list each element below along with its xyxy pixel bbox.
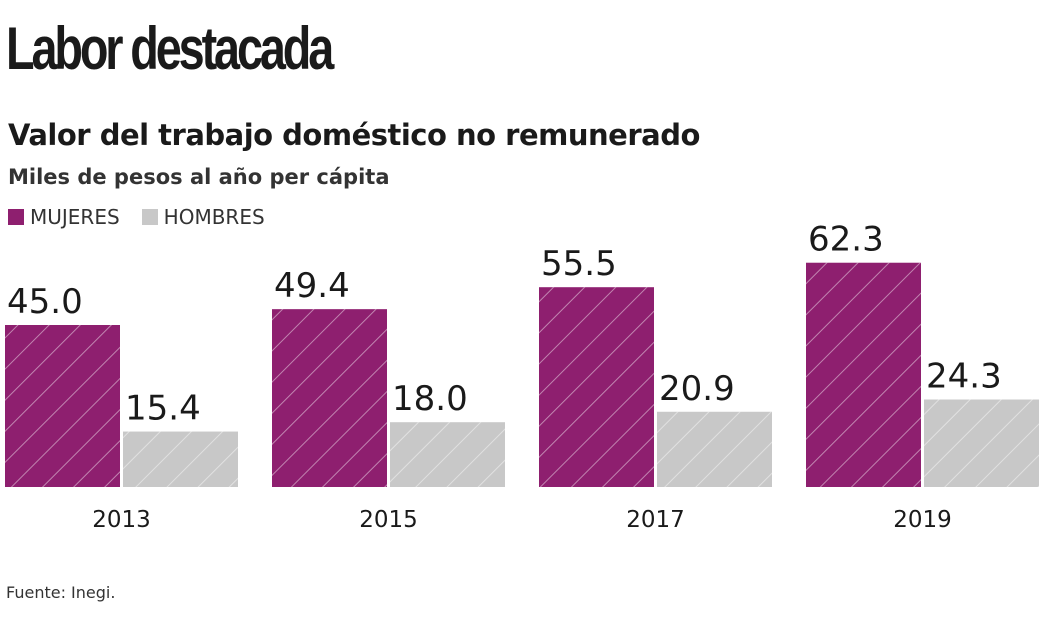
x-tick-label: 2013 (92, 507, 151, 533)
bar-hatch (806, 262, 921, 487)
legend-swatch (8, 209, 24, 225)
source-note: Fuente: Inegi. (6, 583, 116, 602)
legend-item-mujeres: MUJERES (8, 205, 120, 229)
data-label: 62.3 (808, 220, 884, 260)
x-tick-label: 2015 (359, 507, 418, 533)
data-label: 18.0 (392, 379, 468, 419)
data-label: 15.4 (125, 389, 201, 429)
x-tick-label: 2017 (626, 507, 685, 533)
data-label: 20.9 (659, 369, 735, 409)
page-title: Labor destacada (6, 15, 334, 82)
x-tick-label: 2019 (893, 507, 952, 533)
chart-title: Valor del trabajo doméstico no remunerad… (8, 118, 700, 152)
bar-hatch (5, 325, 120, 487)
bar-hatch (924, 399, 1039, 487)
data-label: 24.3 (926, 357, 1002, 397)
bar-hatch (539, 287, 654, 487)
legend-item-hombres: HOMBRES (141, 205, 265, 229)
legend: MUJERES HOMBRES (8, 205, 265, 229)
bar-hatch (272, 309, 387, 487)
bar-hatch (123, 431, 238, 487)
chart-subtitle: Miles de pesos al año per cápita (8, 165, 390, 189)
bar-hatch (657, 411, 772, 487)
legend-swatch (141, 209, 158, 225)
legend-label: HOMBRES (163, 205, 265, 229)
legend-label: MUJERES (30, 205, 120, 229)
bar-hatch (390, 422, 505, 487)
data-label: 55.5 (541, 244, 617, 284)
data-label: 49.4 (274, 266, 350, 306)
data-label: 45.0 (7, 282, 83, 322)
